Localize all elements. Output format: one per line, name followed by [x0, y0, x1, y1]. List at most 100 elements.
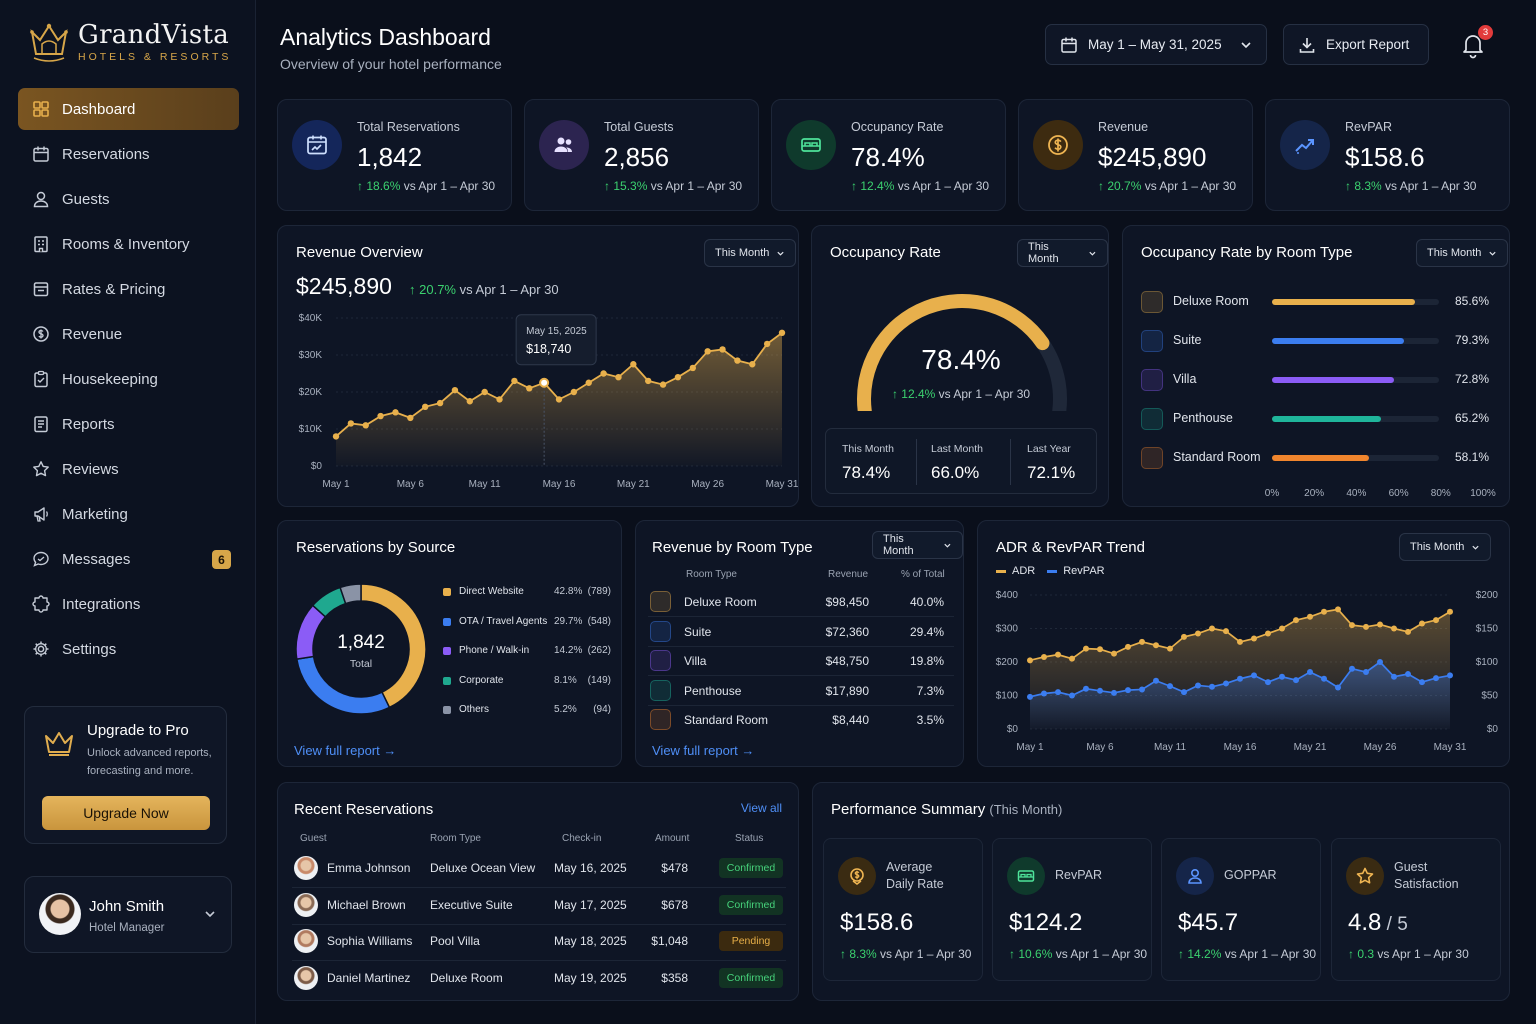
revenue-point[interactable]: [630, 361, 637, 368]
series-point-revpar[interactable]: [1251, 672, 1257, 679]
period-select[interactable]: This Month: [1399, 533, 1492, 561]
brand-logo[interactable]: GrandVista HOTELS & RESORTS: [28, 16, 231, 68]
revenue-point[interactable]: [585, 379, 592, 386]
period-select[interactable]: This Month: [1416, 239, 1509, 267]
series-point-revpar[interactable]: [1041, 690, 1047, 697]
series-point-adr[interactable]: [1391, 625, 1397, 632]
series-point-revpar[interactable]: [1293, 677, 1299, 684]
revenue-point[interactable]: [749, 361, 756, 368]
series-point-adr[interactable]: [1097, 646, 1103, 653]
series-point-adr[interactable]: [1083, 645, 1089, 652]
series-point-revpar[interactable]: [1125, 687, 1131, 694]
series-point-adr[interactable]: [1279, 625, 1285, 632]
revenue-point[interactable]: [466, 398, 473, 405]
revenue-point[interactable]: [436, 399, 444, 407]
series-point-revpar[interactable]: [1349, 665, 1355, 672]
series-point-adr[interactable]: [1069, 655, 1075, 662]
series-point-revpar[interactable]: [1181, 689, 1187, 696]
series-point-revpar[interactable]: [1391, 673, 1397, 680]
sidebar-item-messages[interactable]: Messages 6: [18, 538, 239, 580]
sidebar-item-rooms[interactable]: Rooms & Inventory: [18, 223, 239, 265]
series-point-adr[interactable]: [1363, 623, 1369, 630]
sidebar-item-integrations[interactable]: Integrations: [18, 583, 239, 625]
revenue-point[interactable]: [407, 414, 414, 422]
series-point-adr[interactable]: [1419, 620, 1425, 627]
revenue-point[interactable]: [659, 381, 667, 388]
revenue-point[interactable]: [555, 396, 563, 403]
series-point-adr[interactable]: [1153, 642, 1159, 649]
series-point-revpar[interactable]: [1307, 669, 1313, 676]
sidebar-item-revenue[interactable]: Revenue: [18, 313, 239, 355]
series-point-adr[interactable]: [1181, 633, 1187, 640]
series-point-adr[interactable]: [1223, 628, 1229, 635]
date-range-picker[interactable]: May 1 – May 31, 2025: [1045, 24, 1267, 65]
sidebar-item-marketing[interactable]: Marketing: [18, 493, 239, 535]
revenue-point[interactable]: [645, 377, 652, 385]
view-full-report-link[interactable]: View full report →: [294, 743, 396, 758]
series-point-revpar[interactable]: [1097, 687, 1103, 694]
user-menu[interactable]: John Smith Hotel Manager: [24, 876, 232, 953]
period-select[interactable]: This Month: [1017, 239, 1108, 267]
series-point-adr[interactable]: [1293, 617, 1299, 624]
series-point-revpar[interactable]: [1377, 659, 1383, 665]
series-point-revpar[interactable]: [1447, 672, 1453, 679]
revenue-point[interactable]: [451, 386, 459, 394]
revenue-point[interactable]: [734, 357, 741, 364]
revenue-point[interactable]: [719, 346, 726, 353]
series-point-revpar[interactable]: [1055, 689, 1061, 696]
series-point-revpar[interactable]: [1111, 689, 1117, 696]
revenue-point[interactable]: [392, 409, 399, 416]
series-point-adr[interactable]: [1055, 651, 1061, 658]
revenue-chart[interactable]: $0 $10K $20K $30K $40K May 1 May 6 May 11 May 16…: [278, 306, 798, 501]
series-point-revpar[interactable]: [1223, 680, 1229, 687]
series-point-adr[interactable]: [1349, 622, 1355, 629]
series-point-revpar[interactable]: [1335, 684, 1341, 691]
revenue-point[interactable]: [570, 388, 578, 396]
series-point-adr[interactable]: [1405, 628, 1411, 635]
export-report-button[interactable]: Export Report: [1283, 24, 1429, 65]
series-point-adr[interactable]: [1209, 625, 1215, 632]
series-point-adr[interactable]: [1041, 653, 1047, 660]
revenue-point[interactable]: [481, 388, 488, 396]
series-point-adr[interactable]: [1167, 645, 1173, 652]
revenue-point[interactable]: [674, 374, 682, 381]
series-point-revpar[interactable]: [1279, 673, 1285, 680]
series-point-revpar[interactable]: [1153, 677, 1159, 684]
sidebar-item-settings[interactable]: Settings: [18, 628, 239, 670]
series-point-revpar[interactable]: [1083, 685, 1089, 692]
revenue-point[interactable]: [689, 364, 696, 372]
period-select[interactable]: This Month: [704, 239, 797, 267]
period-select[interactable]: This Month: [872, 531, 963, 559]
sidebar-item-reports[interactable]: Reports: [18, 403, 239, 445]
series-point-revpar[interactable]: [1209, 683, 1215, 690]
series-point-adr[interactable]: [1433, 617, 1439, 624]
revenue-point[interactable]: [377, 412, 384, 420]
revenue-point[interactable]: [526, 385, 533, 392]
revenue-point[interactable]: [704, 348, 711, 355]
series-point-revpar[interactable]: [1237, 675, 1243, 682]
notification-bell-icon[interactable]: [1458, 30, 1488, 60]
revenue-point[interactable]: [511, 377, 518, 385]
series-point-adr[interactable]: [1139, 638, 1145, 645]
sidebar-item-dashboard[interactable]: Dashboard: [18, 88, 239, 130]
sidebar-item-rates[interactable]: Rates & Pricing: [18, 268, 239, 310]
revenue-point[interactable]: [496, 396, 503, 403]
revenue-point[interactable]: [362, 422, 369, 429]
revenue-point[interactable]: [763, 340, 771, 348]
revenue-point[interactable]: [615, 374, 622, 381]
series-point-adr[interactable]: [1111, 650, 1117, 657]
series-point-adr[interactable]: [1027, 657, 1033, 664]
revenue-point[interactable]: [539, 377, 550, 388]
series-point-revpar[interactable]: [1363, 669, 1369, 676]
series-point-revpar[interactable]: [1265, 679, 1271, 686]
series-point-revpar[interactable]: [1069, 692, 1075, 699]
series-point-adr[interactable]: [1237, 638, 1243, 645]
sidebar-item-reviews[interactable]: Reviews: [18, 448, 239, 490]
donut-slice[interactable]: [339, 583, 362, 605]
sidebar-item-guests[interactable]: Guests: [18, 178, 239, 220]
series-point-adr[interactable]: [1195, 630, 1201, 637]
sidebar-item-reservations[interactable]: Reservations: [18, 133, 239, 175]
revenue-point[interactable]: [347, 420, 355, 427]
revenue-point[interactable]: [422, 403, 429, 410]
series-point-adr[interactable]: [1307, 613, 1313, 620]
